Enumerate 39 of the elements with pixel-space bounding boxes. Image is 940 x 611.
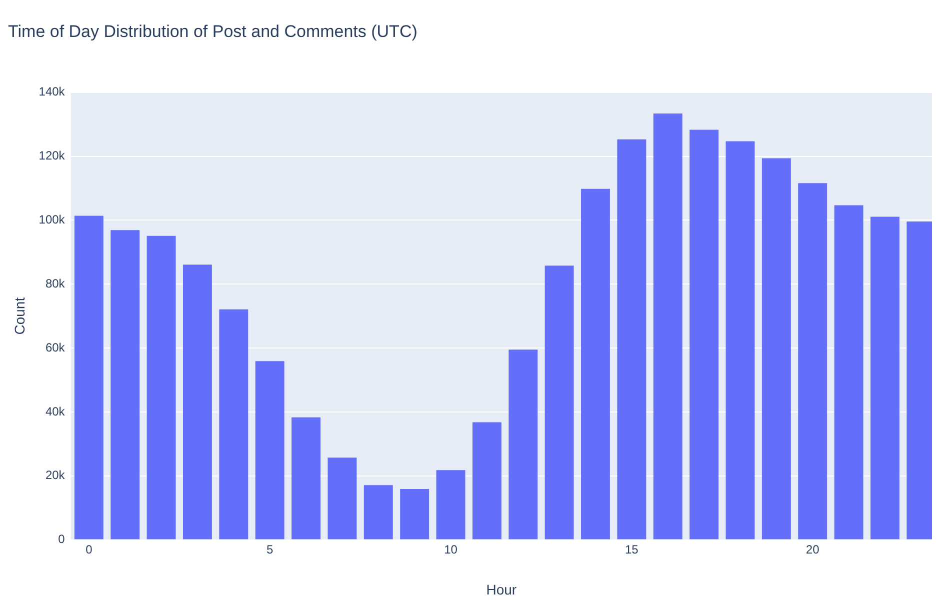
chart-title: Time of Day Distribution of Post and Comments (UTC) [8, 22, 418, 41]
y-tick-label: 40k [45, 404, 66, 418]
x-tick-label: 5 [266, 542, 274, 556]
bar [834, 205, 864, 540]
bar [870, 216, 900, 540]
bar [581, 188, 610, 540]
y-tick-label: 60k [45, 340, 66, 354]
bar [182, 264, 212, 540]
bar [508, 350, 538, 540]
y-tick-label: 100k [38, 212, 66, 227]
x-axis-title: Hour [486, 581, 517, 598]
bar [798, 183, 828, 540]
y-tick-label: 0 [58, 532, 66, 546]
y-tick-label: 120k [38, 148, 66, 163]
bar [544, 266, 574, 540]
bar [653, 113, 682, 540]
x-tick-label: 0 [86, 542, 93, 556]
bar [472, 422, 502, 540]
bar [436, 470, 466, 540]
bar [400, 488, 430, 540]
x-tick-label: 15 [624, 542, 639, 556]
bar [110, 230, 140, 540]
y-tick-label: 140k [38, 84, 66, 99]
bar [617, 139, 646, 540]
bar [255, 361, 284, 540]
x-tick-label: 10 [444, 542, 458, 556]
bar [292, 417, 320, 540]
bar [328, 458, 357, 540]
y-tick-label: 80k [45, 276, 66, 290]
x-tick-label: 20 [806, 542, 820, 556]
bar [364, 485, 393, 540]
bar [146, 236, 176, 540]
y-tick-label: 20k [45, 468, 66, 482]
bar [762, 158, 791, 540]
bar [690, 130, 719, 540]
bar [74, 216, 104, 540]
y-axis-title: Count [11, 297, 28, 335]
bar [726, 141, 755, 540]
bar [219, 309, 248, 540]
